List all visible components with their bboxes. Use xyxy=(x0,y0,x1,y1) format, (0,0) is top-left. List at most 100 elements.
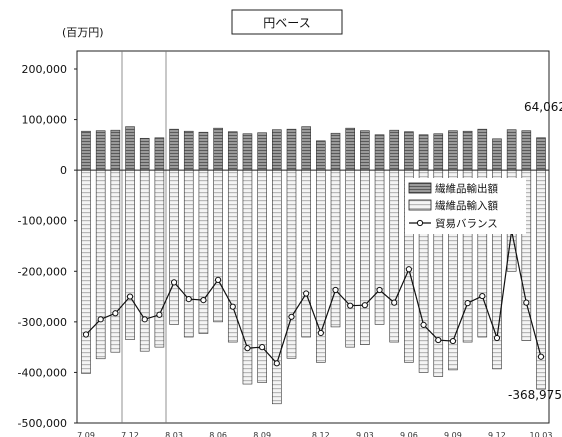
balance-point xyxy=(435,336,442,344)
export-bar xyxy=(316,140,326,171)
legend-label-import: 繊維品輸入額 xyxy=(435,199,498,212)
balance-point xyxy=(449,337,457,345)
import-bar xyxy=(242,169,253,385)
export-bar xyxy=(242,133,253,171)
title-box xyxy=(231,9,343,35)
balance-point xyxy=(479,292,486,300)
export-bar xyxy=(227,131,238,171)
balance-point xyxy=(82,331,90,338)
import-bar xyxy=(81,169,91,374)
legend: 繊維品輸出額 繊維品輸入額 貿易バランス xyxy=(405,178,526,234)
import-bar xyxy=(374,169,385,325)
balance-point xyxy=(361,302,368,309)
balance-point xyxy=(537,353,545,360)
x-tick-label: 8.03 xyxy=(165,431,183,437)
export-bar xyxy=(95,130,106,171)
export-bar xyxy=(477,128,488,171)
import-bar xyxy=(301,169,311,338)
x-tick-label: 7.12 xyxy=(121,431,139,437)
import-bar xyxy=(345,169,355,348)
y-tick-label: -500,000 xyxy=(18,417,67,430)
export-bar xyxy=(301,126,311,171)
import-bar xyxy=(198,169,209,334)
x-axis: 7.09 7.12 8.03 8.06 8.09 8.12 9.03 9.06 9.09 9.12… xyxy=(77,431,552,437)
legend-marker-balance xyxy=(416,219,424,227)
balance-point xyxy=(185,296,192,303)
x-tick-label: 8.09 xyxy=(253,431,271,437)
import-bar xyxy=(272,169,282,405)
balance-point xyxy=(288,313,295,320)
import-bar xyxy=(139,169,150,352)
y-tick-label: -300,000 xyxy=(18,316,67,329)
export-bar xyxy=(110,129,121,171)
x-tick-label: 9.12 xyxy=(488,431,506,437)
x-tick-label: 9.09 xyxy=(444,431,462,437)
y-tick-label: -200,000 xyxy=(18,265,67,278)
export-bar xyxy=(125,126,135,171)
export-bar xyxy=(154,137,165,171)
import-bar xyxy=(330,169,341,328)
import-bar xyxy=(154,169,165,348)
export-bar xyxy=(374,134,385,171)
balance-point xyxy=(523,299,530,306)
export-bar xyxy=(506,129,517,171)
export-bar xyxy=(521,130,532,171)
export-bar xyxy=(418,134,429,171)
legend-swatch-import xyxy=(408,199,432,211)
divider-lines xyxy=(121,51,167,423)
balance-point xyxy=(244,345,251,352)
balance-point xyxy=(493,334,501,342)
unit-label: (百万円) xyxy=(62,26,104,39)
balance-point xyxy=(156,311,163,318)
balance-point xyxy=(170,279,178,286)
export-bar xyxy=(213,127,223,171)
balance-point xyxy=(420,321,427,328)
export-bar xyxy=(81,130,91,171)
balance-point xyxy=(141,316,148,323)
export-bar xyxy=(448,130,458,171)
import-bar xyxy=(125,169,135,340)
export-bar xyxy=(360,130,370,171)
export-bar xyxy=(330,132,341,171)
balance-point xyxy=(376,286,383,294)
import-bar xyxy=(389,169,400,343)
export-bar xyxy=(492,138,502,171)
balance-point xyxy=(347,302,354,309)
balance-point xyxy=(200,297,207,304)
x-tick-label: 9.03 xyxy=(356,431,374,437)
import-bar xyxy=(169,169,179,325)
import-bar xyxy=(286,169,297,359)
balance-point xyxy=(97,316,104,323)
legend-label-balance: 貿易バランス xyxy=(435,218,498,230)
export-bar xyxy=(536,137,546,171)
export-bar xyxy=(169,128,179,171)
bars xyxy=(81,126,546,405)
balance-point xyxy=(259,344,266,351)
balance-point xyxy=(214,276,222,283)
legend-label-export: 繊維品輸出額 xyxy=(435,182,498,195)
import-bar xyxy=(360,169,370,345)
export-bar xyxy=(139,137,150,171)
y-tick-label: 100,000 xyxy=(22,114,68,127)
x-tick-label: 7.09 xyxy=(77,431,95,437)
annotation-last-balance: -368,975 xyxy=(508,388,562,402)
legend-swatch-export xyxy=(408,182,432,194)
export-bar xyxy=(257,132,267,171)
x-tick-label: 10.03 xyxy=(530,431,553,437)
balance-point xyxy=(273,360,280,367)
balance-line xyxy=(85,230,542,365)
balance-point xyxy=(332,286,339,294)
x-tick-label: 8.06 xyxy=(209,431,227,437)
y-axis: 200,000 100,000 0 -100,000 -200,000 -300,000 -… xyxy=(18,63,77,430)
export-bar xyxy=(433,133,444,171)
chart-title: 円ベース xyxy=(263,16,310,30)
plot-area xyxy=(76,50,550,424)
export-bar xyxy=(198,131,209,171)
balance-point xyxy=(303,290,310,297)
balance-point xyxy=(405,266,413,273)
balance-point xyxy=(229,303,236,310)
x-tick-label: 9.06 xyxy=(400,431,418,437)
balance-point xyxy=(391,299,398,306)
balance-point xyxy=(464,300,471,307)
